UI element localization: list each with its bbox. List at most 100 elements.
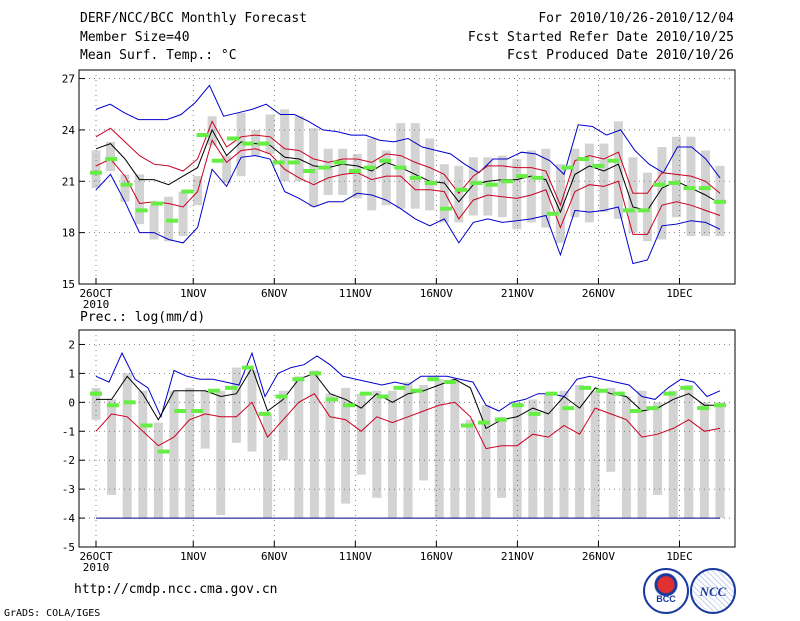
observed-marker [257,141,270,146]
observed-marker [485,182,498,187]
observed-marker [637,208,650,213]
spread-bar [668,390,678,519]
observed-marker [455,187,468,192]
series-inner-lower [95,393,721,450]
plot-frame [78,329,736,548]
spread-bar [251,129,261,156]
spread-bar [309,370,319,519]
observed-marker [318,165,331,170]
spread-bar [387,390,397,519]
spread-bar [222,155,232,183]
x-tick-label: 21NOV [501,550,534,563]
y-tick-label: -4 [62,512,76,525]
observed-marker [123,400,136,405]
spread-bar [149,205,159,240]
spread-bar [700,150,710,237]
prec-label: Prec.: log(mm/d) [80,310,206,325]
variable-label: Mean Surf. Temp.: °C [80,48,237,63]
bcc-logo-text: BCC [656,594,676,604]
spread-bar [528,399,538,519]
spread-bar [263,413,273,519]
observed-marker [579,385,592,390]
spread-bar [278,390,288,461]
y-tick-label: 0 [68,396,75,409]
spread-bar [526,150,536,223]
observed-marker [275,394,288,399]
observed-marker [562,406,575,411]
chart-title: DERF/NCC/BCC Monthly Forecast [80,11,307,26]
spread-bar [653,402,663,495]
observed-marker [546,211,559,216]
observed-marker [166,218,179,223]
y-tick-label: 18 [62,227,75,240]
y-tick-label: -2 [62,454,75,467]
observed-marker [106,403,119,408]
spread-bar [309,128,319,207]
observed-marker [427,377,440,382]
spread-bar [280,109,290,182]
spread-bar [323,148,333,195]
observed-marker [528,411,541,416]
spread-bar [570,148,580,218]
observed-marker [470,180,483,185]
spread-bar [120,174,130,202]
observed-marker [211,158,224,163]
produced-date: Fcst Produced Date 2010/10/26 [507,48,734,63]
spread-bar [497,155,507,218]
spread-bar [621,396,631,519]
spread-bar [153,422,163,519]
plot-frame [78,69,736,285]
spread-bar [512,159,522,230]
spread-bar [613,121,623,219]
spread-bar [419,384,429,481]
spread-bar [91,150,101,189]
spread-bar [294,376,304,519]
spread-bar [497,416,507,498]
observed-marker [394,165,407,170]
x-tick-label: 1DEC [666,550,693,563]
observed-marker [292,377,305,382]
observed-marker [680,385,693,390]
spread-bar [671,136,681,218]
spread-bar [356,393,366,475]
y-tick-label: -1 [62,425,75,438]
spread-bar [294,116,304,182]
y-tick-label: 2 [68,338,75,351]
spread-bar [481,405,491,519]
spread-bar [684,384,694,519]
y-tick-label: -3 [62,483,75,496]
observed-marker [607,158,620,163]
series-lower-envelope [95,155,721,265]
observed-marker [714,403,726,408]
spread-bar [541,148,551,228]
y-tick-label: 27 [62,73,75,86]
spread-bar [450,379,460,519]
spread-bar [178,191,188,237]
observed-marker [333,160,346,165]
spread-bar [465,419,475,519]
observed-marker [105,157,118,162]
source-url[interactable]: http://cmdp.ncc.cma.gov.cn [74,582,278,597]
spread-bar [138,390,148,519]
observed-marker [561,165,574,170]
observed-marker [90,391,102,396]
y-tick-label: 15 [62,278,75,291]
spread-bar [341,387,351,504]
observed-marker [120,182,133,187]
x-year-label: 2010 [83,298,110,311]
x-tick-label: 1NOV [180,287,207,300]
spread-bar [352,153,362,199]
observed-marker [683,186,696,191]
observed-marker [612,391,625,396]
spread-bar [555,164,565,243]
spread-bar [584,143,594,223]
spread-bar [590,390,600,519]
spread-bar [637,390,647,519]
observed-marker [140,423,153,428]
observed-marker [595,388,608,393]
observed-marker [500,179,513,184]
spread-bar [439,164,449,223]
series-upper-envelope [95,84,721,179]
spread-bar [236,112,246,177]
observed-marker [309,371,322,376]
